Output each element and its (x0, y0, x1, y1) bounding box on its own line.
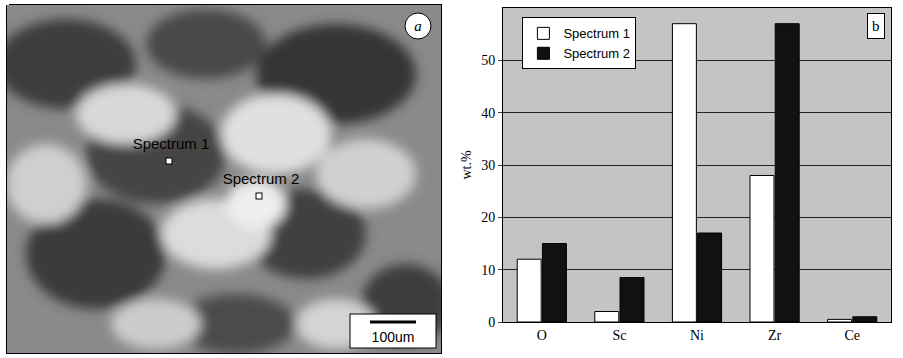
svg-text:a: a (414, 18, 422, 34)
svg-text:20: 20 (481, 210, 495, 225)
svg-text:Sc: Sc (612, 328, 626, 343)
svg-text:40: 40 (481, 106, 495, 121)
svg-text:wt.%: wt.% (459, 150, 474, 180)
svg-text:0: 0 (488, 315, 495, 330)
svg-text:10: 10 (481, 263, 495, 278)
svg-text:Spectrum 1: Spectrum 1 (563, 26, 629, 41)
svg-text:100um: 100um (372, 329, 415, 345)
svg-text:50: 50 (481, 53, 495, 68)
svg-text:Spectrum 2: Spectrum 2 (223, 170, 300, 187)
svg-text:O: O (537, 328, 547, 343)
svg-text:Ni: Ni (690, 328, 704, 343)
svg-text:Ce: Ce (844, 328, 860, 343)
svg-text:Spectrum 1: Spectrum 1 (133, 135, 210, 152)
svg-text:Zr: Zr (768, 328, 782, 343)
svg-text:b: b (872, 18, 880, 34)
svg-text:30: 30 (481, 158, 495, 173)
svg-text:Spectrum 2: Spectrum 2 (563, 46, 629, 61)
